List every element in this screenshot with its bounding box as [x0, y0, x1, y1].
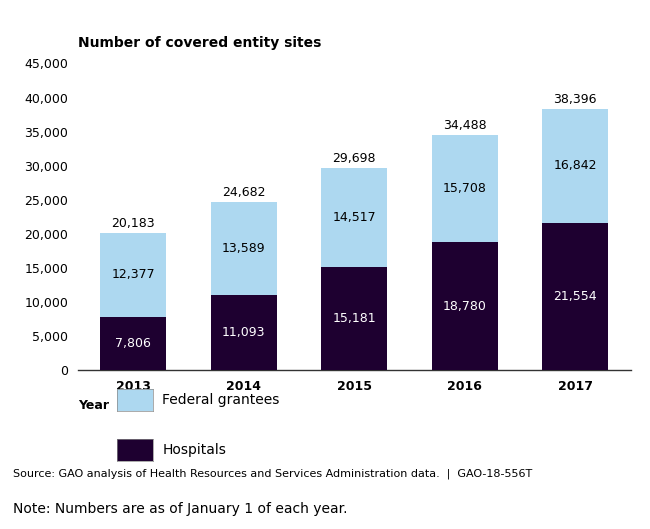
Bar: [542, 108, 608, 223]
Text: 24,682: 24,682: [222, 186, 265, 199]
Text: 21,554: 21,554: [553, 290, 597, 303]
Text: 11,093: 11,093: [222, 326, 265, 339]
Text: 34,488: 34,488: [443, 120, 487, 132]
Bar: [211, 202, 277, 295]
Text: 13,589: 13,589: [222, 242, 266, 255]
Bar: [432, 242, 498, 370]
Bar: [321, 267, 387, 370]
Text: 18,780: 18,780: [443, 300, 487, 313]
X-axis label: Year: Year: [78, 398, 109, 412]
Text: 20,183: 20,183: [111, 217, 155, 230]
Bar: [542, 223, 608, 370]
Text: 29,698: 29,698: [333, 152, 376, 165]
Bar: [100, 317, 166, 370]
Bar: [211, 295, 277, 370]
Bar: [321, 168, 387, 267]
Text: 14,517: 14,517: [332, 211, 376, 224]
Text: Hospitals: Hospitals: [162, 443, 226, 457]
Text: 38,396: 38,396: [554, 93, 597, 106]
Text: Number of covered entity sites: Number of covered entity sites: [78, 37, 321, 50]
Text: Source: GAO analysis of Health Resources and Services Administration data.  |  G: Source: GAO analysis of Health Resources…: [13, 468, 532, 479]
Text: Note: Numbers are as of January 1 of each year.: Note: Numbers are as of January 1 of eac…: [13, 502, 348, 516]
Text: 15,708: 15,708: [443, 182, 487, 195]
Text: 12,377: 12,377: [111, 268, 155, 281]
Bar: [432, 135, 498, 242]
Text: 15,181: 15,181: [332, 312, 376, 325]
Text: 7,806: 7,806: [115, 337, 151, 350]
Text: 16,842: 16,842: [554, 159, 597, 172]
Bar: [100, 233, 166, 317]
Text: Federal grantees: Federal grantees: [162, 393, 280, 407]
